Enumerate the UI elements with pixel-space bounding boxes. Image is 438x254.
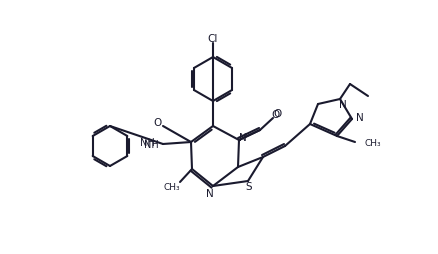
Text: O: O xyxy=(271,109,279,120)
Text: N: N xyxy=(239,133,246,142)
Text: O: O xyxy=(273,108,282,119)
Text: CH₃: CH₃ xyxy=(364,138,381,147)
Text: N: N xyxy=(355,113,363,122)
Text: N: N xyxy=(338,100,346,109)
Text: CH₃: CH₃ xyxy=(163,183,180,192)
Text: NH: NH xyxy=(144,139,159,149)
Text: Cl: Cl xyxy=(207,34,218,44)
Text: NH: NH xyxy=(140,137,155,147)
Text: O: O xyxy=(154,118,162,128)
Text: N: N xyxy=(206,188,213,198)
Text: S: S xyxy=(245,181,252,191)
